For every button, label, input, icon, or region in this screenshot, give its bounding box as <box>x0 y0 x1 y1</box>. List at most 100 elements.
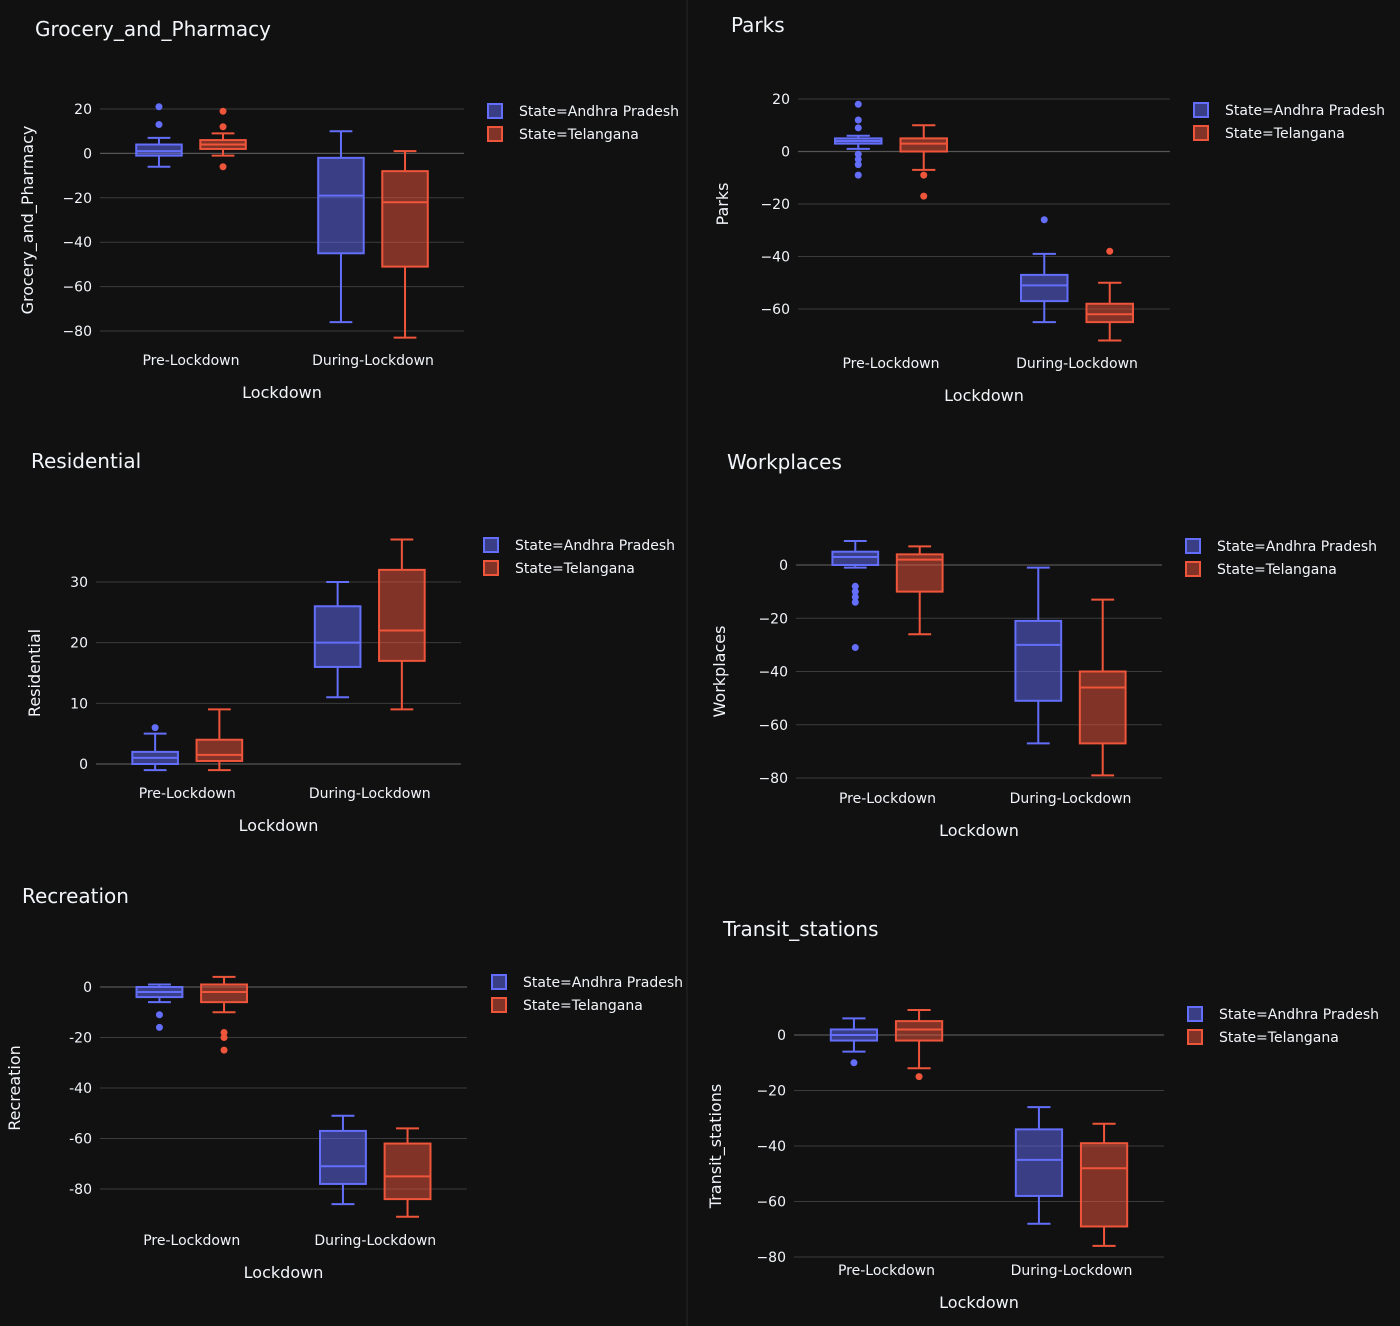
iqr-box <box>894 1020 944 1042</box>
outlier-point <box>220 1034 228 1041</box>
outlier-point <box>155 103 163 111</box>
legend-label: State=Andhra Pradesh <box>1217 539 1377 555</box>
chart-title: Workplaces <box>727 450 842 474</box>
outlier-point <box>854 116 862 124</box>
iqr-box <box>200 983 248 1004</box>
chart-grocery-and-pharmacy: Grocery_and_Pharmacy 20 0 −20 −40 −60 −80 Pre-L… <box>18 17 679 402</box>
iqr-box <box>381 170 429 268</box>
box-andhra-pradesh-during-lockdown <box>313 581 362 699</box>
legend-label: State=Andhra Pradesh <box>515 538 675 554</box>
chart-title: Residential <box>31 449 141 473</box>
box-telangana-during-lockdown <box>383 1127 432 1218</box>
legend-item-telangana[interactable]: State=Telangana <box>1187 1029 1339 1046</box>
y-tick-label: 0 <box>779 558 788 574</box>
box-telangana-pre-lockdown <box>894 1009 944 1081</box>
legend-item-andhra-pradesh[interactable]: State=Andhra Pradesh <box>1193 102 1385 119</box>
legend-item-andhra-pradesh[interactable]: State=Andhra Pradesh <box>491 974 683 991</box>
x-tick-label: Pre-Lockdown <box>839 791 936 807</box>
box-telangana-pre-lockdown <box>899 124 948 200</box>
legend-swatch <box>491 974 507 990</box>
outlier-point <box>854 171 862 179</box>
iqr-box <box>1085 302 1134 324</box>
y-tick-label: −20 <box>62 191 92 207</box>
box-andhra-pradesh-during-lockdown <box>1020 216 1069 324</box>
box-andhra-pradesh-during-lockdown <box>319 1114 367 1206</box>
outlier-point <box>920 171 928 179</box>
outlier-point <box>851 588 859 596</box>
outlier-point <box>854 150 862 158</box>
legend-item-telangana[interactable]: State=Telangana <box>483 560 635 577</box>
legend-item-telangana[interactable]: State=Telangana <box>491 997 643 1014</box>
box-andhra-pradesh-pre-lockdown <box>135 983 184 1031</box>
iqr-box <box>319 1129 367 1185</box>
box-telangana-during-lockdown <box>1085 247 1134 342</box>
outlier-point <box>854 124 862 132</box>
outlier-point <box>219 163 227 171</box>
y-tick-label: −60 <box>62 280 92 296</box>
chart-title: Grocery_and_Pharmacy <box>35 17 271 41</box>
legend-item-telangana[interactable]: State=Telangana <box>487 126 639 143</box>
legend-label: State=Telangana <box>1219 1030 1339 1046</box>
y-axis-title: Transit_stations <box>706 1084 726 1209</box>
outlier-point <box>851 644 859 652</box>
x-tick-label: During-Lockdown <box>1010 791 1132 807</box>
box-andhra-pradesh-pre-lockdown <box>829 1017 879 1067</box>
legend-label: State=Telangana <box>1225 126 1345 142</box>
x-axis-title: Lockdown <box>244 1263 324 1282</box>
box-telangana-during-lockdown <box>1079 1122 1129 1247</box>
legend-item-telangana[interactable]: State=Telangana <box>1193 125 1345 142</box>
legend-item-telangana[interactable]: State=Telangana <box>1185 561 1337 578</box>
y-tick-label: 0 <box>83 146 92 162</box>
chart-recreation: Recreation 0 -20 -40 -60 -80 Pre-Lockdown Durin… <box>5 884 683 1282</box>
chart-title: Parks <box>731 13 785 37</box>
y-tick-label: −20 <box>756 1084 786 1100</box>
y-tick-label: 0 <box>777 1028 786 1044</box>
box-andhra-pradesh-pre-lockdown <box>834 100 883 179</box>
iqr-box <box>899 137 948 153</box>
x-tick-label: During-Lockdown <box>312 353 434 369</box>
outlier-point <box>851 582 859 590</box>
y-tick-label: 30 <box>70 575 88 591</box>
legend-item-andhra-pradesh[interactable]: State=Andhra Pradesh <box>483 537 675 554</box>
box-telangana-pre-lockdown <box>200 975 248 1054</box>
legend-item-andhra-pradesh[interactable]: State=Andhra Pradesh <box>1185 538 1377 555</box>
chart-title: Transit_stations <box>722 917 879 941</box>
legend-item-andhra-pradesh[interactable]: State=Andhra Pradesh <box>487 103 679 120</box>
legend-label: State=Andhra Pradesh <box>519 104 679 120</box>
outlier-point <box>920 192 928 200</box>
box-andhra-pradesh-during-lockdown <box>1014 566 1063 745</box>
outlier-point <box>854 161 862 169</box>
x-axis-title: Lockdown <box>944 386 1024 405</box>
y-tick-label: 0 <box>781 145 790 161</box>
x-tick-label: During-Lockdown <box>1016 356 1138 372</box>
outlier-point <box>850 1059 858 1067</box>
chart-transit-stations: Transit_stations 0 −20 −40 −60 −80 Pre-Lockdow… <box>706 917 1379 1312</box>
box-andhra-pradesh-pre-lockdown <box>131 724 179 772</box>
y-tick-label: -80 <box>69 1182 92 1198</box>
x-axis-title: Lockdown <box>242 383 322 402</box>
box-andhra-pradesh-pre-lockdown <box>135 103 183 168</box>
y-tick-label: 20 <box>70 636 88 652</box>
iqr-box <box>383 1142 432 1201</box>
box-telangana-during-lockdown <box>381 150 429 339</box>
x-tick-label: Pre-Lockdown <box>139 786 236 802</box>
legend-item-andhra-pradesh[interactable]: State=Andhra Pradesh <box>1187 1006 1379 1023</box>
y-tick-label: −40 <box>62 235 92 251</box>
y-tick-label: −80 <box>62 324 92 340</box>
legend-swatch <box>1185 561 1201 577</box>
y-tick-label: −40 <box>756 1139 786 1155</box>
outlier-point <box>155 121 163 129</box>
y-tick-label: −60 <box>758 718 788 734</box>
iqr-box <box>378 568 426 662</box>
y-tick-label: −40 <box>760 250 790 266</box>
y-axis-title: Parks <box>713 183 732 226</box>
x-tick-label: Pre-Lockdown <box>838 1263 935 1279</box>
legend-label: State=Andhra Pradesh <box>523 975 683 991</box>
x-axis-title: Lockdown <box>239 816 319 835</box>
outlier-point <box>851 598 859 606</box>
outlier-point <box>219 107 227 115</box>
y-tick-label: 0 <box>83 980 92 996</box>
x-axis-title: Lockdown <box>939 1293 1019 1312</box>
box-andhra-pradesh-during-lockdown <box>317 130 365 324</box>
y-tick-label: 20 <box>74 102 92 118</box>
